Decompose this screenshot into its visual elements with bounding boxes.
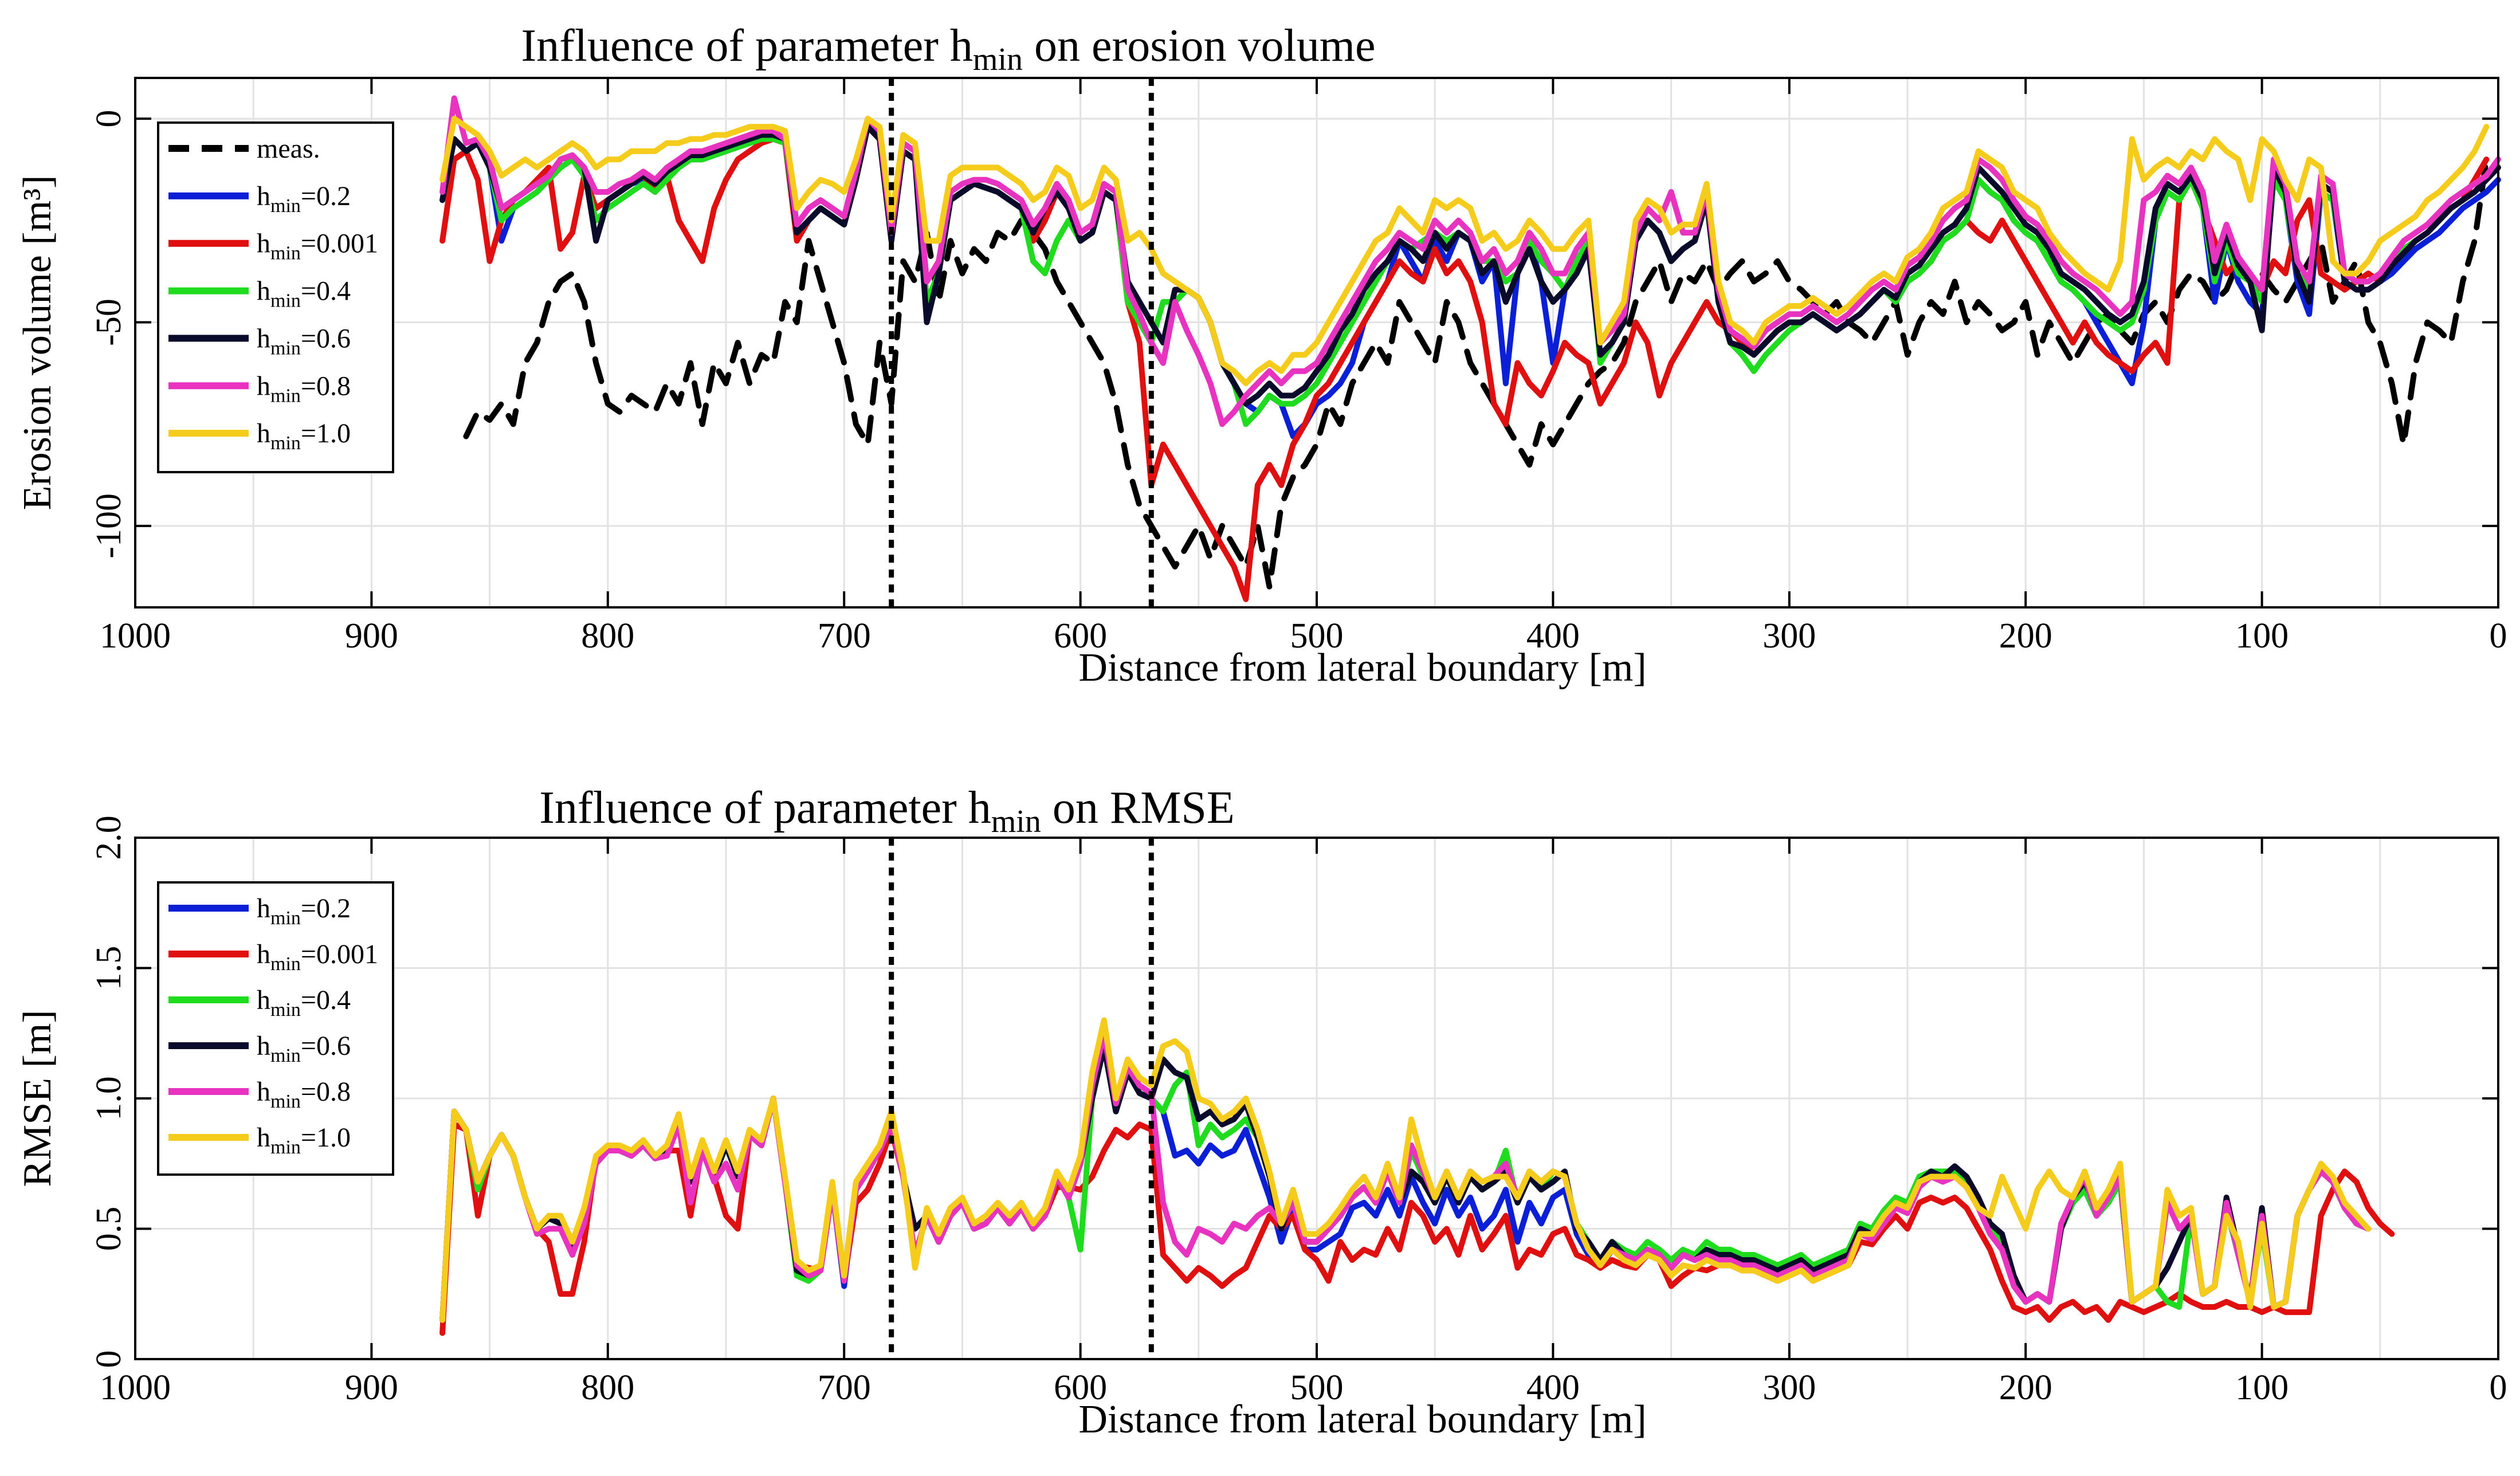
legend-label: hmin=0.6 <box>257 1031 351 1066</box>
x-tick-label: 700 <box>818 1368 871 1407</box>
y-tick-label: 0.5 <box>89 1207 128 1251</box>
x-tick-label: 100 <box>2235 617 2289 655</box>
y-axis-label: Erosion volume [m³] <box>15 175 60 511</box>
x-tick-label: 900 <box>345 617 398 655</box>
x-tick-label: 400 <box>1526 1368 1580 1407</box>
vertical-reference-lines <box>889 838 1154 1359</box>
legend-box <box>157 881 394 1176</box>
x-tick-label: 600 <box>1054 1368 1107 1407</box>
series-lines <box>439 95 2501 602</box>
erosion-volume-panel: Influence of parameter hmin on erosion v… <box>15 21 2507 690</box>
x-tick-label: 500 <box>1290 617 1344 655</box>
series-line-0 <box>463 156 2490 590</box>
legend-label: hmin=0.4 <box>257 276 351 312</box>
legend-label: hmin=1.0 <box>257 418 351 454</box>
chart-title: Influence of parameter hmin on RMSE <box>539 783 1234 839</box>
x-tick-label: 1000 <box>100 617 171 655</box>
y-axis-label: RMSE [m] <box>15 1010 60 1187</box>
legend-label: hmin=0.2 <box>257 181 351 217</box>
x-tick-label: 100 <box>2235 1368 2289 1407</box>
series-line-6 <box>439 116 2490 387</box>
x-tick-label: 300 <box>1763 1368 1816 1407</box>
x-axis-label: Distance from lateral boundary [m] <box>1078 646 1646 690</box>
legend-label: hmin=0.6 <box>257 323 351 359</box>
x-axis-label: Distance from lateral boundary [m] <box>1078 1398 1646 1442</box>
x-tick-label: 500 <box>1290 1368 1344 1407</box>
legend: hmin=0.2 hmin=0.001 hmin=0.4 hmin=0.6 hmin=0… <box>157 881 394 1176</box>
series-lines <box>439 1017 2395 1336</box>
legend-label: hmin=0.8 <box>257 371 351 406</box>
x-tick-label: 400 <box>1526 617 1580 655</box>
legend-box <box>157 121 394 473</box>
x-tick-label: 0 <box>2490 1368 2507 1407</box>
x-tick-label: 200 <box>1999 1368 2052 1407</box>
y-tick-label: 0 <box>89 110 128 128</box>
legend: meas. hmin=0.2 hmin=0.001 hmin=0.4 hmin=0.6 h… <box>157 121 394 473</box>
axis-ticks: 1000 900 800 700 600 500 400 300 200 100 00-50-100 <box>89 78 2507 655</box>
chart-title: Influence of parameter hmin on erosion v… <box>521 21 1375 77</box>
legend-label: meas. <box>257 134 320 164</box>
legend-label: hmin=0.001 <box>257 939 378 975</box>
vertical-reference-lines <box>889 78 1154 607</box>
x-tick-label: 0 <box>2490 617 2507 655</box>
x-tick-label: 200 <box>1999 617 2052 655</box>
rmse-panel: Influence of parameter hmin on RMSE 1000… <box>15 783 2507 1442</box>
y-tick-label: 0 <box>89 1351 128 1368</box>
grid <box>134 837 2499 1360</box>
x-tick-label: 700 <box>818 617 871 655</box>
x-tick-label: 900 <box>345 1368 398 1407</box>
y-tick-label: -50 <box>89 299 128 346</box>
legend-label: hmin=0.001 <box>257 229 378 264</box>
x-tick-label: 800 <box>581 1368 634 1407</box>
x-tick-label: 1000 <box>100 1368 171 1407</box>
legend-label: hmin=1.0 <box>257 1122 351 1158</box>
legend-label: hmin=0.8 <box>257 1077 351 1112</box>
x-tick-label: 800 <box>581 617 634 655</box>
series-line-5 <box>439 1017 2372 1323</box>
y-tick-label: 1.5 <box>89 946 128 991</box>
y-tick-label: 2.0 <box>89 815 128 860</box>
x-tick-label: 600 <box>1054 617 1107 655</box>
legend-label: hmin=0.4 <box>257 985 351 1020</box>
y-tick-label: 1.0 <box>89 1076 128 1121</box>
x-tick-label: 300 <box>1763 617 1816 655</box>
legend-label: hmin=0.2 <box>257 893 351 929</box>
axis-ticks: 1000 900 800 700 600 500 400 300 200 100 000.51.01… <box>89 815 2507 1407</box>
y-tick-label: -100 <box>89 493 128 559</box>
